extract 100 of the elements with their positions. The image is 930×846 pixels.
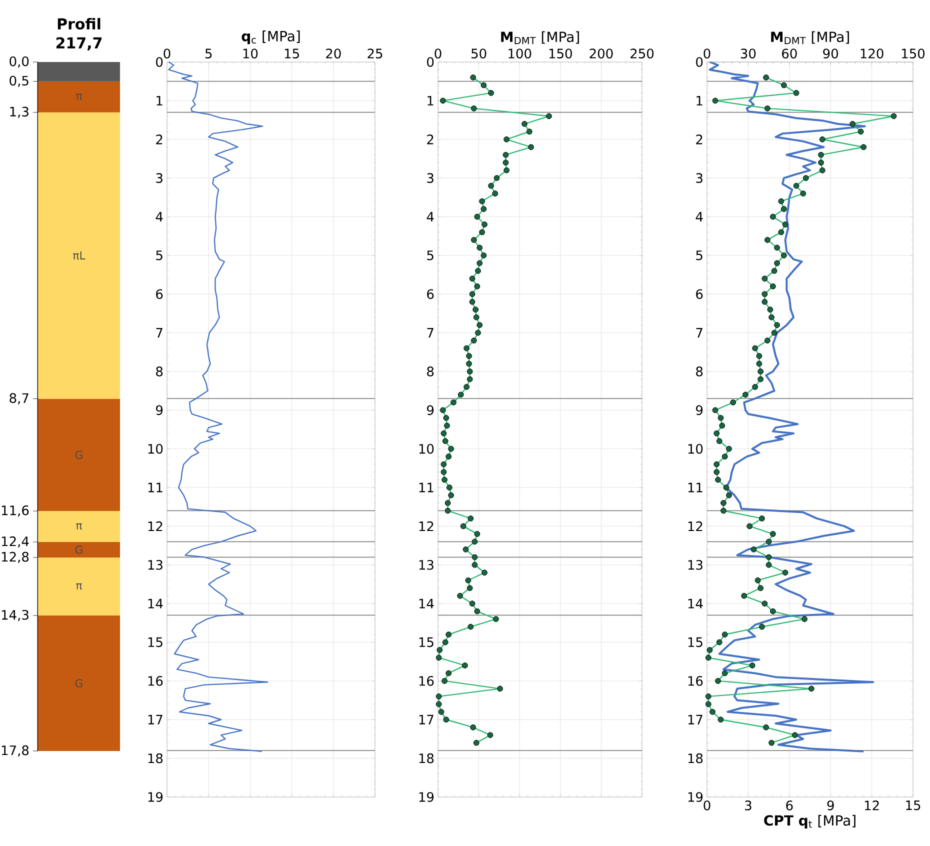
x-tick-label: 0 xyxy=(164,48,170,58)
y-tick-label: 3 xyxy=(156,173,162,183)
y-tick-label: 4 xyxy=(156,212,163,222)
x-axis-title: M$_{DMT}$ [MPa] xyxy=(501,31,579,44)
y-tick-label: 17 xyxy=(148,714,162,724)
y-tick-label: 12 xyxy=(148,521,162,532)
x-tick-label: 9 xyxy=(827,800,834,810)
y-tick-label: 12,4 xyxy=(2,536,29,548)
y-tick-label: 19 xyxy=(148,792,163,802)
y-tick-label: 17 xyxy=(419,714,434,724)
y-tick-label: 0 xyxy=(427,57,434,67)
x-tick-label: 20 xyxy=(326,48,341,58)
y-tick-label: 13 xyxy=(148,560,162,570)
bar xyxy=(38,112,120,399)
x-tick-label: 5 xyxy=(205,48,212,58)
bar xyxy=(38,398,120,512)
y-tick-label: 13 xyxy=(688,560,702,570)
chart-title: Profil xyxy=(58,18,100,30)
y-tick-label: 6 xyxy=(427,289,434,300)
y-tick-label: 0,5 xyxy=(10,76,28,87)
y-tick-label: 12 xyxy=(419,521,434,532)
y-tick-label: 11,6 xyxy=(2,505,29,517)
y-tick-label: 18 xyxy=(148,753,163,764)
x-tick-label: 0 xyxy=(704,800,710,810)
y-tick-label: 7 xyxy=(696,328,702,338)
x-tick-label: 100 xyxy=(508,48,532,58)
x-tick-label: 15 xyxy=(284,48,299,58)
line-series xyxy=(168,61,268,752)
y-tick-label: 7 xyxy=(156,328,162,338)
y-tick-label: 16 xyxy=(419,676,434,686)
y-tick-label: 1 xyxy=(696,96,702,106)
y-tick-label: 19 xyxy=(419,792,434,802)
x2-tick-label: 120 xyxy=(860,48,884,58)
bar xyxy=(38,81,120,112)
x-tick-label: 12 xyxy=(864,800,879,810)
y-tick-label: 9 xyxy=(696,405,703,416)
y-tick-label: 14,3 xyxy=(2,610,28,622)
x-axis-title: CPT q$_{t}$ [MPa] xyxy=(764,814,856,828)
bar xyxy=(38,557,120,616)
series-label: π xyxy=(76,583,82,590)
y-tick-label: 2 xyxy=(696,134,702,144)
x-tick-label: 15 xyxy=(906,800,920,810)
y-tick-label: 8 xyxy=(156,366,163,376)
y-tick-label: 9 xyxy=(156,405,163,416)
y-tick-label: 6 xyxy=(696,289,703,300)
x-tick-label: 10 xyxy=(243,48,258,58)
y-tick-label: 10 xyxy=(419,444,434,454)
y-tick-label: 1 xyxy=(156,96,162,106)
y-tick-label: 11 xyxy=(148,482,162,492)
y-tick-label: 7 xyxy=(427,328,434,338)
y-tick-label: 12,8 xyxy=(2,552,29,564)
y-tick-label: 2 xyxy=(427,134,434,144)
bar xyxy=(38,616,120,751)
y-tick-label: 15 xyxy=(688,637,702,648)
x-tick-label: 25 xyxy=(368,48,382,58)
series-label: π xyxy=(76,94,82,100)
y-tick-label: 15 xyxy=(419,637,434,648)
y-tick-label: 19 xyxy=(688,792,703,802)
y-tick-label: 8 xyxy=(696,366,703,376)
y-tick-label: 8,7 xyxy=(10,393,28,404)
series-label: G xyxy=(75,546,82,554)
y-tick-label: 16 xyxy=(148,676,163,686)
x2-axis-title: M$_{DMT}$ [MPa] xyxy=(771,31,849,44)
y-tick-label: 12 xyxy=(688,521,702,532)
bar xyxy=(38,62,120,82)
series-label: πL xyxy=(73,251,86,260)
y-tick-label: 10 xyxy=(148,444,163,454)
y-tick-label: 15 xyxy=(148,637,162,648)
x-tick-label: 200 xyxy=(590,48,613,58)
x2-tick-label: 90 xyxy=(823,48,838,58)
y-tick-label: 1 xyxy=(428,96,434,106)
y-tick-label: 5 xyxy=(156,250,162,260)
y-tick-label: 9 xyxy=(427,405,434,416)
y-tick-label: 17 xyxy=(688,714,702,724)
y-tick-label: 11 xyxy=(419,482,434,492)
x2-tick-label: 60 xyxy=(782,48,797,58)
x-tick-label: 3 xyxy=(745,800,752,810)
x2-tick-label: 30 xyxy=(740,48,756,58)
x-tick-label: 50 xyxy=(472,48,486,58)
y-tick-label: 17,8 xyxy=(2,745,29,757)
y-tick-label: 3 xyxy=(427,173,434,183)
y-tick-label: 2 xyxy=(156,134,162,144)
y-tick-label: 0 xyxy=(156,57,163,67)
y-tick-label: 11 xyxy=(688,482,702,492)
line-series xyxy=(708,61,874,752)
x-axis-title: q$_{c}$ [MPa] xyxy=(242,30,300,44)
chart-subtitle: 217,7 xyxy=(56,37,102,50)
y-tick-label: 0 xyxy=(696,57,703,67)
y-tick-label: 5 xyxy=(696,250,702,260)
y-tick-label: 0,0 xyxy=(10,56,29,68)
y-tick-label: 3 xyxy=(696,173,702,183)
y-tick-label: 14 xyxy=(419,598,434,608)
y-tick-label: 16 xyxy=(688,676,703,686)
series-label: π xyxy=(76,523,82,530)
bar xyxy=(38,542,120,558)
series-label: G xyxy=(75,450,82,460)
x-tick-label: 250 xyxy=(630,48,654,58)
y-tick-label: 8 xyxy=(427,366,434,376)
y-tick-label: 4 xyxy=(696,212,703,222)
y-tick-label: 14 xyxy=(688,598,703,608)
